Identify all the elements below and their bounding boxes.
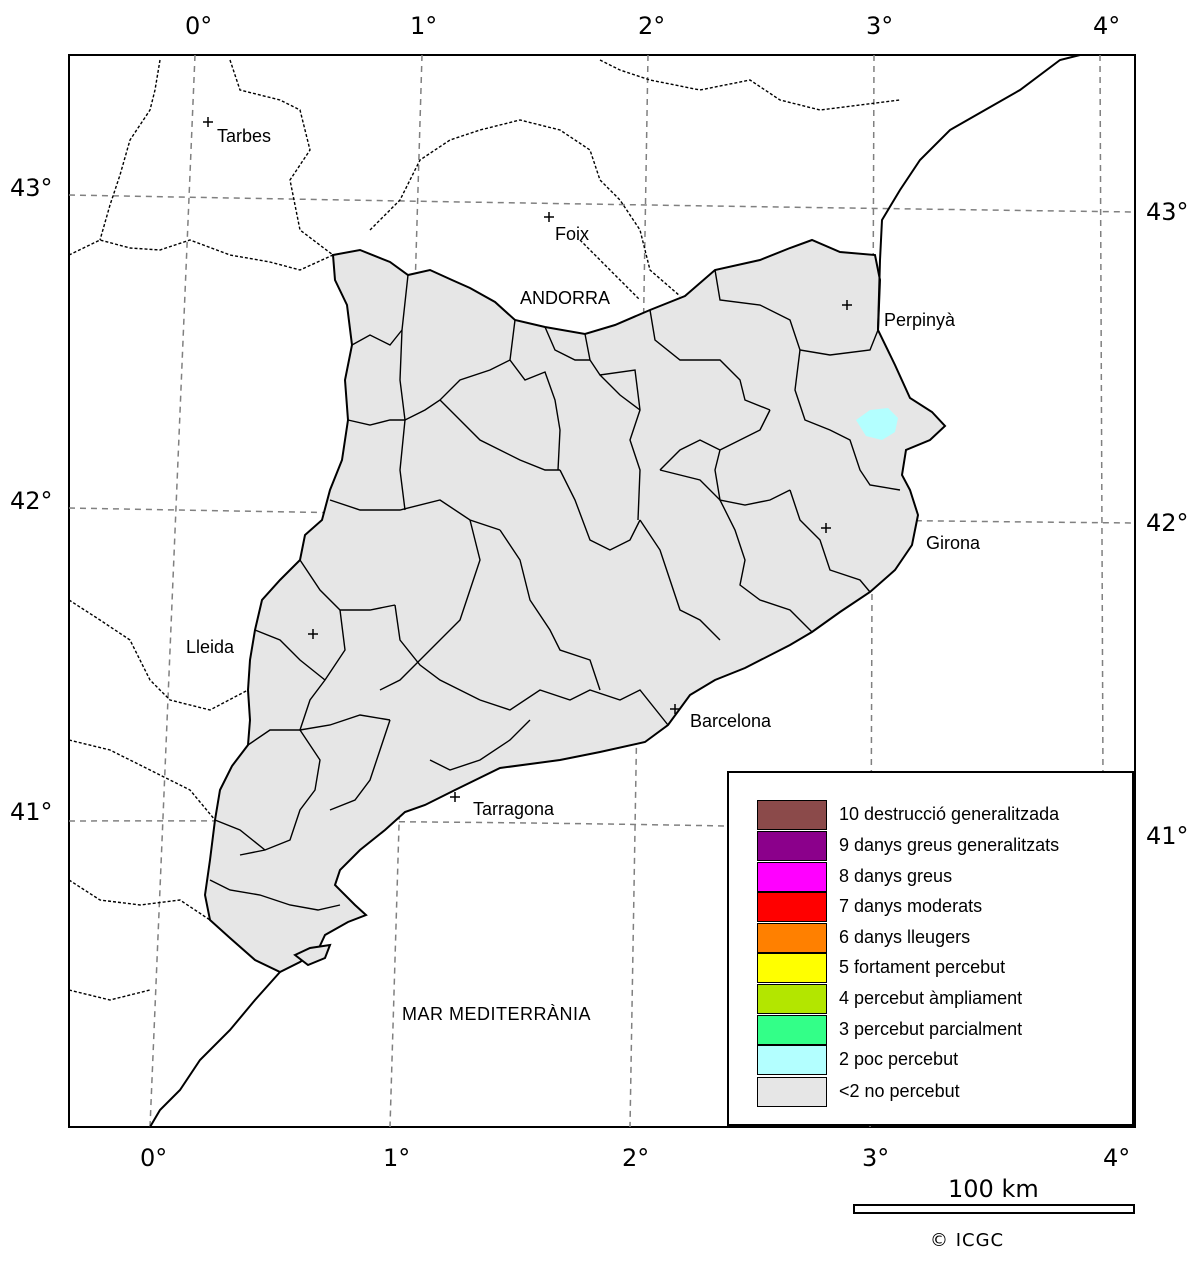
- tarbes-marker: [203, 117, 213, 127]
- legend-item-6: 6 danys lleugers: [757, 922, 970, 953]
- top-lon-label-3: 3°: [866, 12, 894, 40]
- legend-item-7: 7 danys moderats: [757, 891, 982, 922]
- right-lat-label-43: 43°: [1146, 198, 1189, 226]
- lleida-marker: [308, 629, 318, 639]
- legend-item-8: 8 danys greus: [757, 861, 952, 892]
- city-label-lleida: Lleida: [186, 637, 235, 657]
- city-label-girona: Girona: [926, 533, 981, 553]
- south-coast: [149, 971, 281, 1128]
- legend-item-10: 10 destrucció generalitzada: [757, 799, 1059, 830]
- left-lat-label-41: 41°: [10, 798, 53, 826]
- legend-label-9: 9 danys greus generalitzats: [839, 835, 1060, 855]
- legend-label-4: 4 percebut àmpliament: [839, 988, 1023, 1008]
- credit-text: © ICGC: [930, 1230, 1005, 1251]
- legend-label-6: 6 danys lleugers: [839, 927, 971, 947]
- legend-item-9: 9 danys greus generalitzats: [757, 830, 1059, 861]
- bottom-lon-label-2: 2°: [622, 1144, 650, 1172]
- legend-swatch-9: [757, 830, 827, 861]
- left-lat-label-43: 43°: [10, 174, 53, 202]
- top-lon-label-1: 1°: [410, 12, 438, 40]
- legend-item-5: 5 fortament percebut: [757, 952, 1005, 983]
- girona-marker: [821, 523, 831, 533]
- legend-label-5: 5 fortament percebut: [839, 957, 1006, 977]
- intensity-2-area: [856, 408, 898, 440]
- top-lon-label-2: 2°: [638, 12, 666, 40]
- scale-bar: [853, 1204, 1135, 1214]
- french-coast: [877, 54, 1081, 331]
- right-lat-label-41: 41°: [1146, 822, 1189, 850]
- top-lon-label-4: 4°: [1093, 12, 1121, 40]
- city-label-andorra: ANDORRA: [520, 288, 610, 308]
- legend-label-10: 10 destrucció generalitzada: [839, 804, 1060, 824]
- graticule: [68, 54, 1136, 1128]
- right-lat-label-42: 42°: [1146, 509, 1189, 537]
- intensity-legend: 10 destrucció generalitzada 9 danys greu…: [727, 771, 1134, 1126]
- legend-swatch-below-2: [757, 1076, 827, 1107]
- bottom-lon-label-0: 0°: [140, 1144, 168, 1172]
- legend-label-3: 3 percebut parcialment: [839, 1019, 1023, 1039]
- city-label-foix: Foix: [555, 224, 589, 244]
- left-lat-label-42: 42°: [10, 487, 53, 515]
- legend-swatch-3: [757, 1014, 827, 1045]
- legend-swatch-8: [757, 861, 827, 892]
- legend-item-4: 4 percebut àmpliament: [757, 983, 1022, 1014]
- legend-item-below-2: <2 no percebut: [757, 1076, 960, 1107]
- legend-item-3: 3 percebut parcialment: [757, 1014, 1022, 1045]
- city-label-tarbes: Tarbes: [217, 126, 271, 146]
- legend-swatch-7: [757, 891, 827, 922]
- ebre-delta: [293, 943, 332, 967]
- city-label-perpinya: Perpinyà: [884, 310, 956, 330]
- city-label-barcelona: Barcelona: [690, 711, 772, 731]
- legend-item-2: 2 poc percebut: [757, 1044, 958, 1075]
- bottom-lon-label-4: 4°: [1103, 1144, 1131, 1172]
- legend-swatch-5: [757, 952, 827, 983]
- city-markers: [203, 117, 852, 802]
- bottom-lon-label-3: 3°: [862, 1144, 890, 1172]
- city-label-tarragona: Tarragona: [473, 799, 555, 819]
- legend-label-2: 2 poc percebut: [839, 1049, 959, 1069]
- tarragona-marker: [450, 792, 460, 802]
- bottom-lon-label-1: 1°: [383, 1144, 411, 1172]
- foix-marker: [544, 212, 554, 222]
- legend-swatch-4: [757, 983, 827, 1014]
- top-lon-label-0: 0°: [185, 12, 213, 40]
- perpinya-marker: [842, 300, 852, 310]
- sea-label: MAR MEDITERRÀNIA: [402, 1004, 591, 1024]
- legend-swatch-2: [757, 1044, 827, 1075]
- comarca-borders: [209, 269, 901, 911]
- legend-label-8: 8 danys greus: [839, 866, 953, 886]
- legend-label-below-2: <2 no percebut: [839, 1081, 960, 1101]
- foreign-borders: [68, 59, 901, 1001]
- legend-swatch-6: [757, 922, 827, 953]
- legend-swatch-10: [757, 799, 827, 830]
- barcelona-marker: [670, 704, 680, 714]
- legend-label-7: 7 danys moderats: [839, 896, 983, 916]
- scale-bar-label: 100 km: [948, 1175, 1039, 1203]
